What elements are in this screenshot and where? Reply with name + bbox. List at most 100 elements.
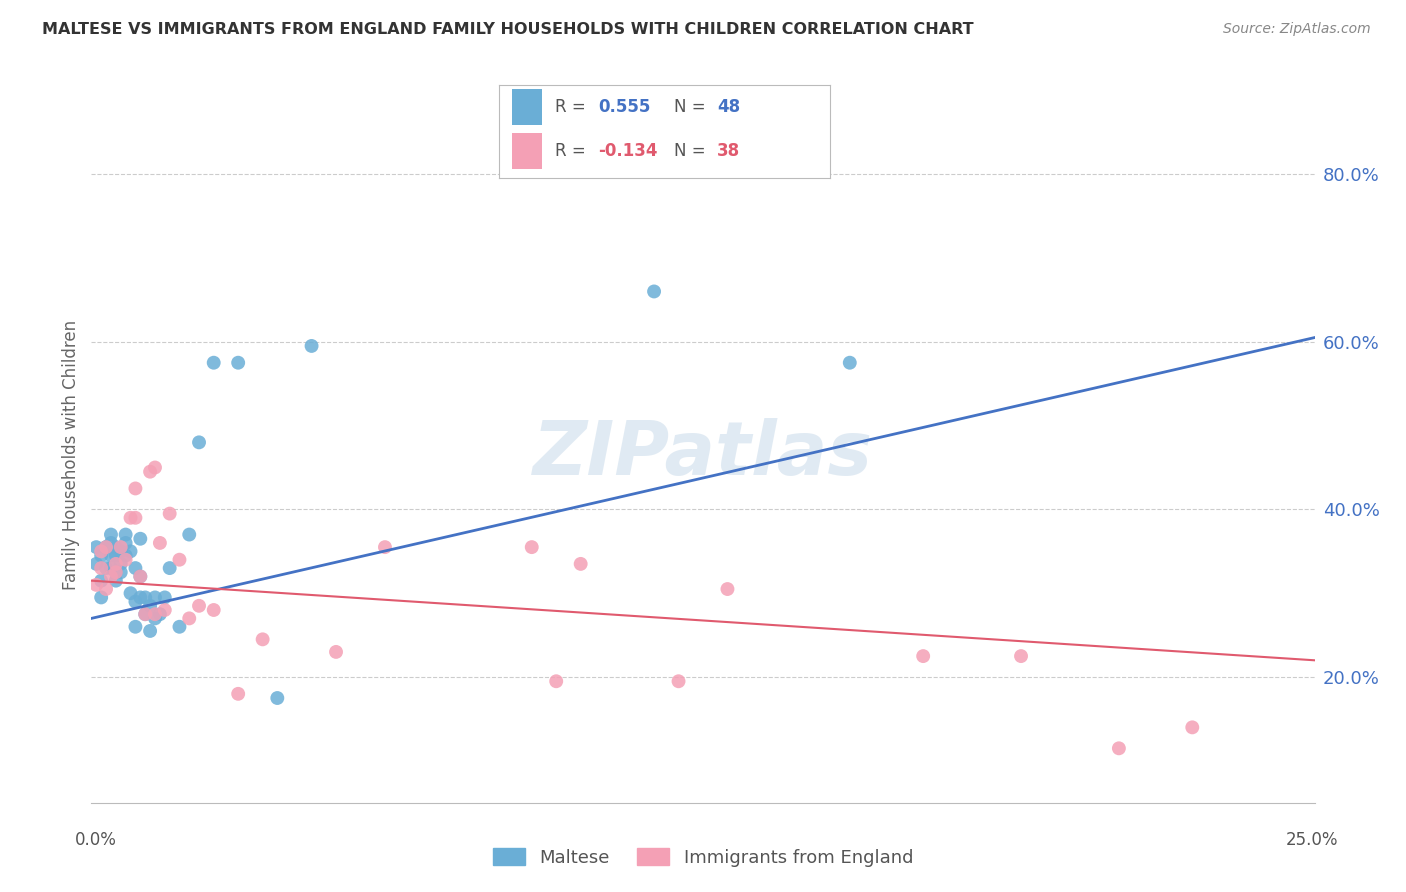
Point	[188, 435, 211, 450]
Point	[134, 607, 156, 622]
Point	[114, 552, 136, 566]
Text: 38: 38	[717, 142, 741, 161]
Point	[153, 591, 176, 605]
Point	[110, 544, 132, 558]
Point	[169, 620, 191, 634]
Point	[124, 620, 146, 634]
Point	[668, 674, 690, 689]
Point	[716, 582, 738, 596]
Text: -0.134: -0.134	[599, 142, 658, 161]
Point	[838, 356, 860, 370]
Point	[143, 607, 166, 622]
Text: N =: N =	[675, 98, 711, 116]
Point	[90, 549, 112, 563]
Point	[546, 674, 568, 689]
Point	[100, 561, 122, 575]
Text: R =: R =	[555, 98, 592, 116]
Point	[94, 561, 117, 575]
Point	[90, 574, 112, 588]
Point	[120, 510, 142, 524]
Point	[1010, 649, 1032, 664]
Point	[153, 603, 176, 617]
Text: ZIPatlas: ZIPatlas	[533, 418, 873, 491]
Point	[129, 532, 152, 546]
Point	[129, 569, 152, 583]
Point	[226, 356, 249, 370]
Bar	[512, 89, 543, 125]
Point	[188, 599, 211, 613]
Point	[226, 687, 249, 701]
Point	[104, 540, 127, 554]
Text: 48: 48	[717, 98, 741, 116]
Point	[120, 586, 142, 600]
Point	[120, 544, 142, 558]
Point	[179, 527, 201, 541]
Y-axis label: Family Households with Children: Family Households with Children	[62, 320, 80, 590]
Point	[104, 566, 127, 580]
Point	[110, 540, 132, 554]
Text: 25.0%: 25.0%	[1286, 831, 1339, 849]
Point	[569, 557, 592, 571]
Point	[143, 591, 166, 605]
Point	[159, 507, 181, 521]
Point	[124, 594, 146, 608]
Point	[143, 611, 166, 625]
Point	[520, 540, 543, 554]
Point	[202, 603, 225, 617]
Point	[114, 536, 136, 550]
Point	[100, 569, 122, 583]
Point	[124, 510, 146, 524]
Point	[252, 632, 274, 647]
Point	[110, 566, 132, 580]
Point	[643, 285, 665, 299]
Point	[124, 482, 146, 496]
Point	[129, 569, 152, 583]
Point	[104, 549, 127, 563]
Point	[149, 536, 172, 550]
Point	[266, 691, 288, 706]
Legend: Maltese, Immigrants from England: Maltese, Immigrants from England	[485, 841, 921, 874]
Point	[325, 645, 347, 659]
Point	[104, 557, 127, 571]
Text: MALTESE VS IMMIGRANTS FROM ENGLAND FAMILY HOUSEHOLDS WITH CHILDREN CORRELATION C: MALTESE VS IMMIGRANTS FROM ENGLAND FAMIL…	[42, 22, 974, 37]
Point	[139, 624, 162, 638]
Point	[129, 591, 152, 605]
Text: N =: N =	[675, 142, 711, 161]
Point	[912, 649, 935, 664]
Point	[114, 549, 136, 563]
Point	[202, 356, 225, 370]
Point	[104, 566, 127, 580]
Point	[301, 339, 323, 353]
Point	[143, 460, 166, 475]
Point	[84, 578, 107, 592]
Point	[94, 540, 117, 554]
Point	[374, 540, 396, 554]
Point	[1108, 741, 1130, 756]
Point	[110, 557, 132, 571]
Point	[134, 591, 156, 605]
Point	[139, 465, 162, 479]
Point	[179, 611, 201, 625]
Point	[169, 552, 191, 566]
Text: Source: ZipAtlas.com: Source: ZipAtlas.com	[1223, 22, 1371, 37]
Point	[1181, 720, 1204, 734]
Point	[114, 527, 136, 541]
Point	[94, 540, 117, 554]
Point	[124, 561, 146, 575]
Point	[149, 607, 172, 622]
Point	[104, 574, 127, 588]
Point	[84, 557, 107, 571]
Point	[90, 591, 112, 605]
Point	[100, 549, 122, 563]
Point	[159, 561, 181, 575]
Point	[100, 536, 122, 550]
Point	[100, 527, 122, 541]
Bar	[512, 134, 543, 169]
Point	[84, 540, 107, 554]
Point	[90, 561, 112, 575]
Point	[94, 540, 117, 554]
Point	[90, 544, 112, 558]
Point	[94, 582, 117, 596]
Point	[139, 599, 162, 613]
Text: R =: R =	[555, 142, 592, 161]
